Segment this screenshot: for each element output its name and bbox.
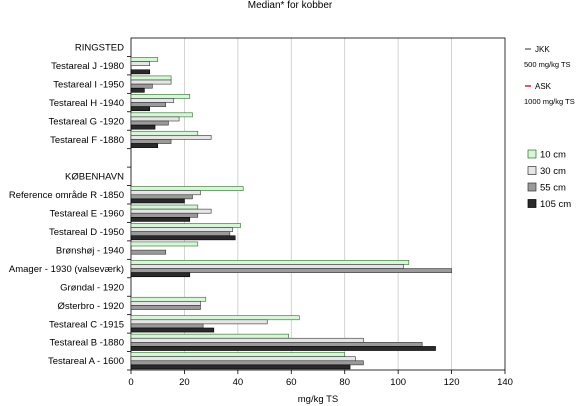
legend-label: 55 cm	[540, 183, 566, 194]
bar-30-cm	[130, 61, 151, 66]
bar-55-cm	[130, 194, 193, 200]
category-label: Testareal B -1880	[50, 338, 124, 349]
category-label: Amager - 1930 (valseværk)	[9, 264, 124, 275]
bar-30-cm	[130, 264, 404, 269]
category-label: Testareal I -1950	[53, 80, 124, 91]
reference-line-value: 500 mg/kg TS	[524, 60, 571, 69]
x-tick-label: 60	[286, 377, 297, 388]
bar-105-cm	[130, 106, 151, 112]
bar-10-cm	[130, 57, 159, 62]
bar-30-cm	[130, 337, 364, 343]
x-tick-label: 20	[179, 377, 190, 388]
legend-swatch	[527, 166, 537, 175]
bar-30-cm	[130, 319, 268, 325]
bar-105-cm	[130, 235, 236, 241]
bar-30-cm	[130, 227, 233, 232]
bar-105-cm	[130, 346, 436, 351]
chart-title: Median* for kobber	[248, 0, 333, 11]
bar-10-cm	[130, 223, 241, 228]
category-label: Testareal H -1940	[49, 98, 124, 109]
legend-label: 10 cm	[540, 150, 566, 161]
category-label: Testareal G -1920	[48, 116, 124, 127]
bar-55-cm	[130, 268, 452, 273]
bar-105-cm	[130, 217, 191, 222]
bar-55-cm	[130, 139, 172, 144]
bar-105-cm	[130, 364, 351, 370]
x-tick-label: 0	[128, 377, 133, 388]
bar-10-cm	[130, 130, 199, 136]
bar-30-cm	[130, 356, 356, 362]
x-axis-title: mg/kg TS	[298, 394, 338, 405]
series-legend: 10 cm 30 cm 55 cm 105 cm	[527, 149, 571, 210]
legend-swatch	[527, 199, 537, 208]
bar-55-cm	[130, 102, 167, 107]
category-label: Testareal A - 1600	[48, 356, 124, 367]
category-label: Testareal J -1980	[51, 61, 124, 72]
bar-30-cm	[130, 135, 212, 140]
bar-105-cm	[130, 327, 215, 333]
bar-10-cm	[130, 241, 199, 247]
reference-legend: JKK 500 mg/kg TS ASK 1000 mg/kg TS	[524, 45, 575, 106]
category-label: Grøndal - 1920	[60, 282, 124, 293]
legend-label: 30 cm	[540, 166, 566, 177]
x-tick-label: 140	[497, 377, 513, 388]
bar-30-cm	[130, 190, 201, 196]
bar-30-cm	[130, 208, 212, 214]
reference-line-name: JKK	[535, 45, 550, 54]
category-labels: RINGSTED Testareal J -1980 Testareal I -19…	[9, 43, 124, 368]
bar-55-cm	[130, 120, 169, 126]
legend-swatch	[527, 149, 537, 159]
bar-55-cm	[130, 305, 201, 310]
bar-10-cm	[130, 186, 244, 191]
bar-55-cm	[130, 83, 153, 89]
bar-55-cm	[130, 231, 231, 237]
bar-10-cm	[130, 260, 410, 265]
category-label: Testareal C -1915	[49, 319, 124, 330]
bar-105-cm	[130, 198, 185, 204]
bar-10-cm	[130, 75, 172, 81]
reference-line-value: 1000 mg/kg TS	[524, 97, 575, 106]
x-tick-label: 40	[233, 377, 244, 388]
bars	[130, 57, 452, 370]
category-label: Reference område R -1850	[9, 190, 124, 201]
bar-30-cm	[130, 301, 201, 306]
bar-55-cm	[130, 249, 167, 255]
bar-55-cm	[130, 212, 199, 218]
bar-55-cm	[130, 323, 204, 329]
bar-10-cm	[130, 315, 300, 321]
x-axis: 0 20 40 60 80 100 120 140	[127, 56, 513, 388]
reference-line-name: ASK	[535, 82, 552, 91]
category-label: Testareal E -1960	[50, 209, 124, 220]
x-tick-label: 120	[444, 377, 460, 388]
bar-10-cm	[130, 94, 191, 99]
bar-105-cm	[130, 272, 191, 278]
bar-10-cm	[130, 204, 199, 210]
group-header: KØBENHAVN	[65, 172, 124, 183]
bar-55-cm	[130, 360, 364, 366]
category-label: Testareal F -1880	[50, 135, 124, 146]
bar-105-cm	[130, 69, 151, 75]
bar-10-cm	[130, 352, 346, 357]
bar-30-cm	[130, 116, 180, 122]
bar-105-cm	[130, 143, 159, 148]
legend-swatch	[527, 182, 537, 192]
group-header: RINGSTED	[75, 43, 124, 54]
legend-label: 105 cm	[540, 199, 571, 210]
grid-lines	[184, 38, 452, 370]
bar-30-cm	[130, 98, 175, 103]
x-tick-label: 100	[390, 377, 406, 388]
bar-30-cm	[130, 79, 172, 85]
bar-105-cm	[130, 124, 156, 130]
bar-10-cm	[130, 112, 193, 118]
category-label: Brønshøj - 1940	[56, 246, 124, 257]
bar-10-cm	[130, 296, 207, 302]
category-label: Østerbro - 1920	[57, 301, 124, 312]
bar-55-cm	[130, 342, 423, 347]
x-tick-label: 80	[339, 377, 350, 388]
bar-105-cm	[130, 87, 145, 93]
category-label: Testareal D -1950	[49, 227, 124, 238]
bar-10-cm	[130, 333, 289, 339]
